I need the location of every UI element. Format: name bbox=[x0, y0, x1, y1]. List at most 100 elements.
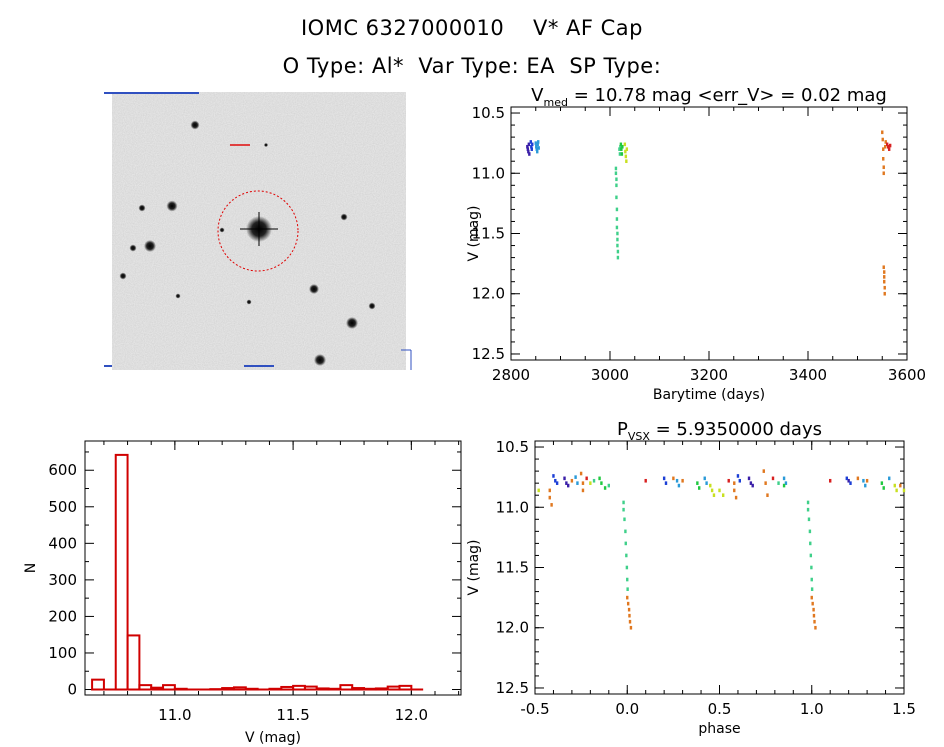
data-point bbox=[623, 517, 626, 522]
data-point bbox=[747, 476, 751, 481]
data-point bbox=[615, 177, 618, 182]
data-point bbox=[809, 553, 813, 558]
data-point bbox=[592, 478, 596, 483]
data-point bbox=[810, 577, 813, 582]
data-point bbox=[624, 154, 628, 159]
data-point bbox=[762, 469, 765, 473]
data-point bbox=[548, 495, 551, 500]
data-point bbox=[884, 144, 887, 149]
plot-title-subscript: VSX bbox=[628, 430, 651, 443]
data-point bbox=[809, 541, 812, 546]
data-point bbox=[733, 481, 736, 485]
data-point bbox=[881, 130, 884, 135]
data-point bbox=[736, 474, 740, 478]
plot-title-main: V bbox=[531, 85, 544, 106]
data-point bbox=[548, 488, 551, 493]
star-mark bbox=[314, 354, 326, 366]
data-point bbox=[629, 625, 633, 630]
star-mark bbox=[309, 284, 319, 294]
data-point bbox=[570, 478, 574, 483]
data-point bbox=[882, 171, 885, 176]
finder-image bbox=[104, 92, 412, 370]
phase-plot: -0.5 0.0 0.5 1.0 1.5 10.5 11.0 11.5 12.0 12.5 phas… bbox=[466, 419, 916, 737]
plot-title-subscript: med bbox=[544, 96, 568, 109]
data-point bbox=[806, 500, 810, 505]
y-tick-label: 12.5 bbox=[496, 679, 529, 697]
x-tick-label: 1.0 bbox=[800, 700, 824, 718]
data-point bbox=[619, 142, 623, 147]
data-point bbox=[526, 144, 529, 149]
spectral-type: SP Type: bbox=[569, 54, 662, 78]
data-point bbox=[888, 476, 891, 481]
data-point bbox=[615, 195, 618, 200]
data-point bbox=[600, 481, 603, 485]
data-point bbox=[886, 142, 889, 147]
data-point bbox=[886, 144, 890, 149]
star-mark bbox=[190, 120, 200, 130]
data-point bbox=[814, 625, 817, 630]
star-mark bbox=[246, 299, 252, 305]
x-axis-label: Barytime (days) bbox=[653, 387, 765, 403]
y-axis-label: V (mag) bbox=[466, 205, 482, 261]
data-point bbox=[535, 147, 538, 151]
data-point bbox=[749, 481, 753, 485]
data-point bbox=[664, 481, 668, 485]
data-point bbox=[721, 493, 725, 498]
data-point bbox=[537, 146, 540, 150]
data-point bbox=[625, 553, 628, 558]
y-tick-label: 11.0 bbox=[496, 498, 529, 516]
data-point bbox=[766, 493, 769, 498]
histogram-bar bbox=[126, 634, 141, 691]
star-mark bbox=[175, 293, 181, 299]
data-point bbox=[703, 476, 706, 481]
data-point bbox=[812, 607, 815, 612]
data-point bbox=[576, 481, 579, 485]
data-point bbox=[585, 476, 588, 481]
y-tick-label: 500 bbox=[48, 498, 77, 516]
data-point bbox=[782, 483, 786, 488]
data-point bbox=[616, 237, 619, 242]
data-point bbox=[712, 493, 716, 498]
data-point bbox=[677, 483, 681, 488]
data-point bbox=[812, 613, 816, 618]
variable-type: Var Type: EA bbox=[418, 54, 555, 78]
y-tick-label: 100 bbox=[48, 644, 77, 662]
target-label-mark bbox=[230, 144, 250, 146]
data-point bbox=[883, 270, 886, 274]
plot-title-rest: = 10.78 mag <err_V> = 0.02 mag bbox=[568, 85, 887, 106]
data-point bbox=[734, 495, 738, 500]
x-tick-label: 1.5 bbox=[892, 700, 916, 718]
footer-strip bbox=[244, 365, 274, 367]
plot-title: PVSX = 5.9350000 days bbox=[617, 419, 822, 443]
x-tick-label: -0.5 bbox=[520, 700, 549, 718]
data-point bbox=[607, 483, 610, 488]
data-point bbox=[882, 486, 885, 490]
data-point bbox=[672, 476, 675, 481]
y-tick-label: 12.0 bbox=[496, 619, 529, 637]
data-point bbox=[619, 144, 622, 149]
data-point bbox=[662, 476, 666, 481]
data-point bbox=[888, 143, 892, 148]
header-strip bbox=[104, 92, 199, 94]
x-tick-label: 0.5 bbox=[708, 700, 732, 718]
data-point bbox=[882, 157, 885, 161]
data-point bbox=[698, 486, 701, 490]
data-point bbox=[626, 577, 629, 582]
star-mark bbox=[340, 213, 348, 221]
data-point bbox=[530, 147, 533, 151]
data-point bbox=[733, 488, 736, 493]
data-point bbox=[727, 478, 730, 483]
data-point bbox=[528, 152, 531, 156]
data-point bbox=[621, 144, 624, 149]
y-axis-label: N bbox=[23, 563, 39, 573]
data-point bbox=[618, 147, 621, 151]
data-point bbox=[862, 478, 865, 483]
data-point bbox=[782, 476, 786, 481]
data-point bbox=[534, 141, 537, 145]
histogram-plot: 11.0 11.5 12.0 0 100 200 300 400 500 600 V (mag) N bbox=[23, 440, 462, 746]
data-point bbox=[810, 595, 813, 600]
object-id: IOMC 6327000010 bbox=[300, 16, 505, 40]
y-tick-label: 12.5 bbox=[472, 345, 505, 363]
data-point bbox=[784, 481, 788, 485]
data-point bbox=[777, 481, 780, 485]
